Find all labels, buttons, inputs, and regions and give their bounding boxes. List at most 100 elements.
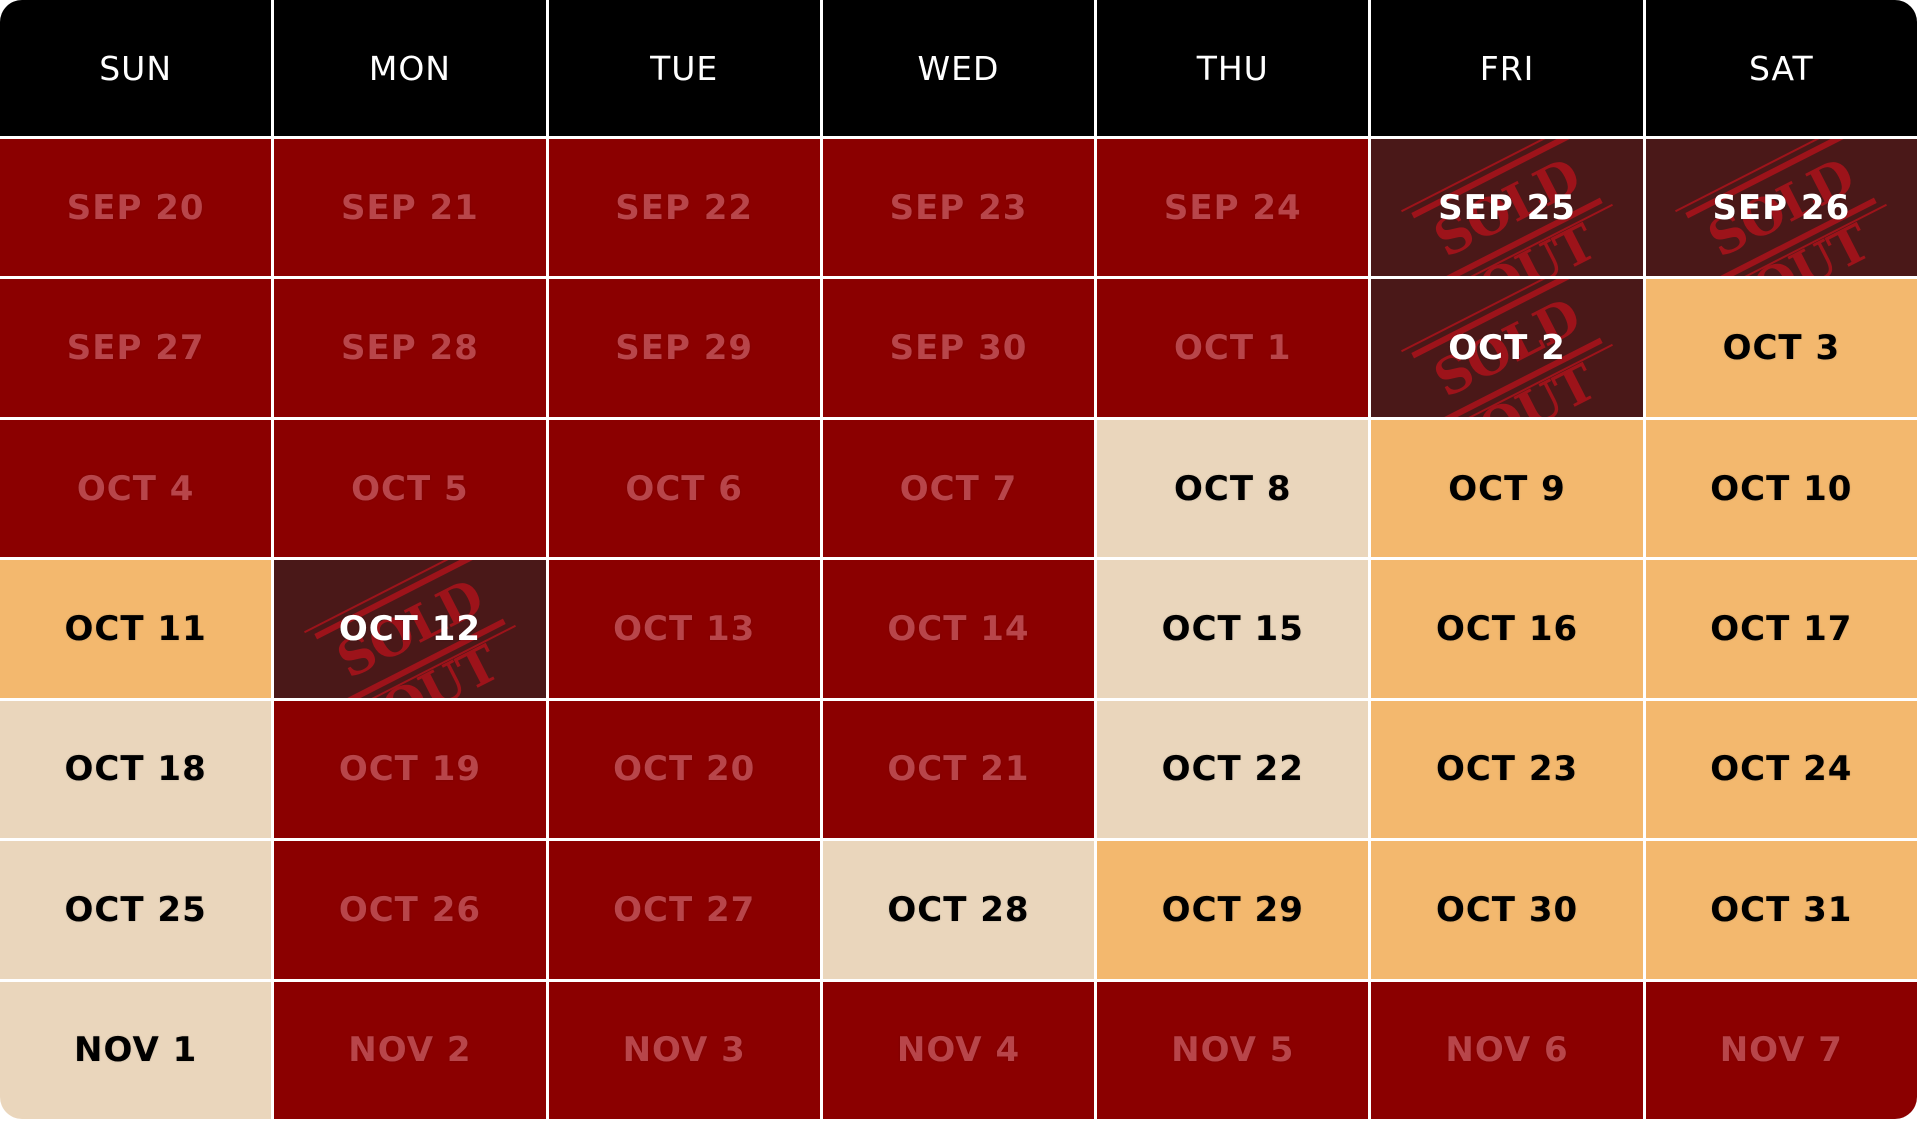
calendar-day-peak[interactable]: OCT 17 xyxy=(1645,560,1917,698)
calendar-day-soldout: SOLD OUT OCT 2 xyxy=(1371,279,1643,417)
day-label: OCT 18 xyxy=(64,749,207,790)
calendar-day-past: SEP 23 xyxy=(822,139,1095,277)
calendar-day-past: OCT 27 xyxy=(548,841,820,979)
calendar-day-past: OCT 5 xyxy=(274,419,546,558)
calendar-day-past: OCT 6 xyxy=(548,419,820,558)
calendar-day-peak[interactable]: OCT 24 xyxy=(1645,700,1917,839)
day-label: OCT 3 xyxy=(1722,328,1841,369)
day-label: NOV 4 xyxy=(896,1030,1021,1071)
day-label: SEP 26 xyxy=(1712,187,1851,228)
day-label: OCT 20 xyxy=(613,749,756,790)
calendar-day-regular[interactable]: NOV 1 xyxy=(0,981,272,1119)
day-label: NOV 2 xyxy=(348,1030,472,1071)
day-label: OCT 4 xyxy=(76,468,195,509)
weekday-header: MON xyxy=(274,0,546,136)
calendar-day-peak[interactable]: OCT 31 xyxy=(1645,841,1917,979)
calendar-day-peak[interactable]: OCT 16 xyxy=(1371,560,1643,698)
day-label: OCT 11 xyxy=(64,608,207,649)
calendar-day-regular[interactable]: OCT 25 xyxy=(0,841,272,979)
calendar-day-past: SEP 29 xyxy=(548,279,820,417)
day-label: SEP 24 xyxy=(1163,187,1302,228)
weekday-header: TUE xyxy=(548,0,820,136)
day-label: SEP 25 xyxy=(1438,187,1576,228)
day-label: OCT 13 xyxy=(613,608,756,649)
calendar-day-past: SEP 27 xyxy=(0,279,272,417)
calendar-day-past: OCT 1 xyxy=(1097,279,1369,417)
calendar-day-soldout: SOLD OUT SEP 26 xyxy=(1645,139,1917,277)
calendar-day-past: NOV 7 xyxy=(1645,981,1917,1119)
day-label: OCT 16 xyxy=(1435,608,1579,649)
day-label: OCT 27 xyxy=(613,889,756,930)
calendar-day-regular[interactable]: OCT 15 xyxy=(1097,560,1369,698)
day-label: NOV 1 xyxy=(74,1030,198,1071)
calendar-day-past: OCT 20 xyxy=(548,700,820,839)
day-label: OCT 12 xyxy=(338,608,482,649)
day-label: SEP 21 xyxy=(341,187,479,228)
day-label: OCT 5 xyxy=(351,468,469,509)
day-label: SEP 28 xyxy=(341,328,479,369)
calendar-day-past: SEP 21 xyxy=(274,139,546,277)
calendar-day-past: NOV 3 xyxy=(548,981,820,1119)
day-label: OCT 9 xyxy=(1448,468,1566,509)
day-label: OCT 31 xyxy=(1710,889,1853,930)
day-label: OCT 23 xyxy=(1435,749,1579,790)
calendar-day-past: OCT 4 xyxy=(0,419,272,558)
day-label: OCT 30 xyxy=(1435,889,1579,930)
calendar-day-regular[interactable]: OCT 18 xyxy=(0,700,272,839)
day-label: OCT 15 xyxy=(1161,608,1304,649)
calendar-day-past: OCT 14 xyxy=(822,560,1095,698)
day-label: OCT 19 xyxy=(338,749,482,790)
calendar-day-regular[interactable]: OCT 8 xyxy=(1097,419,1369,558)
day-label: OCT 22 xyxy=(1161,749,1304,790)
calendar-day-regular[interactable]: OCT 22 xyxy=(1097,700,1369,839)
calendar-day-peak[interactable]: OCT 9 xyxy=(1371,419,1643,558)
calendar-day-soldout: SOLD OUT OCT 12 xyxy=(274,560,546,698)
day-label: NOV 3 xyxy=(622,1030,746,1071)
calendar-day-past: SEP 30 xyxy=(822,279,1095,417)
day-label: OCT 6 xyxy=(625,468,743,509)
weekday-header: WED xyxy=(822,0,1095,136)
calendar-day-past: OCT 19 xyxy=(274,700,546,839)
calendar-day-past: SEP 28 xyxy=(274,279,546,417)
day-label: OCT 25 xyxy=(64,889,207,930)
weekday-header: SAT xyxy=(1645,0,1917,136)
weekday-header: THU xyxy=(1097,0,1369,136)
day-label: SEP 30 xyxy=(889,328,1028,369)
day-label: OCT 8 xyxy=(1174,468,1292,509)
calendar-day-regular[interactable]: OCT 28 xyxy=(822,841,1095,979)
calendar-day-peak[interactable]: OCT 23 xyxy=(1371,700,1643,839)
day-label: OCT 24 xyxy=(1710,749,1853,790)
calendar-day-peak[interactable]: OCT 3 xyxy=(1645,279,1917,417)
calendar-day-past: SEP 20 xyxy=(0,139,272,277)
calendar-day-peak[interactable]: OCT 29 xyxy=(1097,841,1369,979)
calendar-day-peak[interactable]: OCT 10 xyxy=(1645,419,1917,558)
day-label: NOV 5 xyxy=(1171,1030,1295,1071)
calendar-day-peak[interactable]: OCT 30 xyxy=(1371,841,1643,979)
weekday-header: FRI xyxy=(1371,0,1643,136)
day-label: NOV 6 xyxy=(1445,1030,1569,1071)
day-label: SEP 23 xyxy=(889,187,1028,228)
weekday-header: SUN xyxy=(0,0,272,136)
day-label: OCT 17 xyxy=(1710,608,1853,649)
calendar-day-past: NOV 5 xyxy=(1097,981,1369,1119)
calendar-day-soldout: SOLD OUT SEP 25 xyxy=(1371,139,1643,277)
day-label: SEP 20 xyxy=(66,187,205,228)
day-label: SEP 29 xyxy=(615,328,754,369)
day-label: OCT 7 xyxy=(899,468,1018,509)
calendar-day-past: NOV 2 xyxy=(274,981,546,1119)
calendar-day-past: OCT 21 xyxy=(822,700,1095,839)
calendar-day-past: NOV 6 xyxy=(1371,981,1643,1119)
day-label: OCT 28 xyxy=(887,889,1030,930)
day-label: SEP 27 xyxy=(66,328,205,369)
day-label: OCT 29 xyxy=(1161,889,1304,930)
calendar-day-peak[interactable]: OCT 11 xyxy=(0,560,272,698)
calendar-day-past: OCT 26 xyxy=(274,841,546,979)
day-label: SEP 22 xyxy=(615,187,754,228)
day-label: OCT 2 xyxy=(1448,328,1566,369)
calendar-day-past: SEP 22 xyxy=(548,139,820,277)
day-label: NOV 7 xyxy=(1719,1030,1843,1071)
calendar-day-past: OCT 13 xyxy=(548,560,820,698)
calendar-day-past: NOV 4 xyxy=(822,981,1095,1119)
calendar-day-past: OCT 7 xyxy=(822,419,1095,558)
